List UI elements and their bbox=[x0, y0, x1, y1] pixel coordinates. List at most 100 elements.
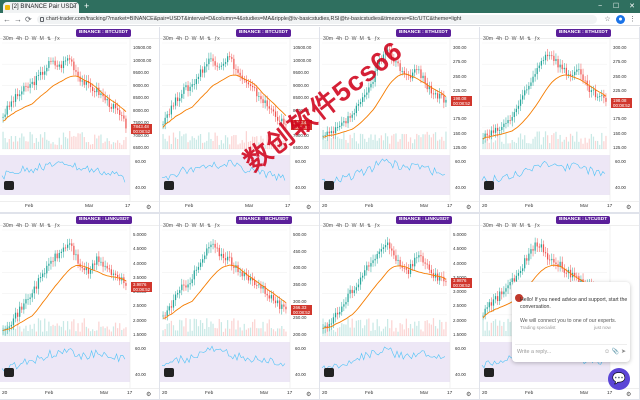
chat-input[interactable]: Write a reply... bbox=[515, 344, 627, 358]
toolbar-item[interactable]: ⇅ bbox=[206, 36, 212, 42]
toolbar-item[interactable]: 30m bbox=[483, 223, 494, 229]
toolbar-item[interactable]: 30m bbox=[3, 36, 14, 42]
chart-panel[interactable]: 30m 4h D W M ⇅ ƒx BINANCE : LINKUSDT 5.0000 4.500… bbox=[320, 214, 479, 399]
close-window-button[interactable]: ✕ bbox=[629, 3, 635, 10]
price-chart[interactable] bbox=[0, 27, 159, 212]
toolbar-item[interactable]: ƒx bbox=[54, 223, 60, 229]
chart-panel[interactable]: 30m 4h D W M ⇅ ƒx BINANCE : ETHUSDT 300.00 275.00… bbox=[480, 27, 639, 212]
browser-tab[interactable]: [2] BINANCE Pair USDT × bbox=[3, 2, 79, 13]
toolbar-item[interactable]: ⇅ bbox=[366, 36, 372, 42]
settings-icon[interactable]: ⚙ bbox=[306, 392, 312, 398]
chart-panel[interactable]: 30m 4h D W M ⇅ ƒx BINANCE : LINKUSDT 5.0000 4.500… bbox=[0, 214, 159, 399]
reload-button[interactable]: ⟳ bbox=[25, 15, 32, 24]
toolbar-item[interactable]: 4h bbox=[16, 36, 22, 42]
toolbar-item[interactable]: D bbox=[184, 223, 189, 229]
profile-avatar[interactable]: ● bbox=[616, 15, 625, 24]
toolbar-item[interactable]: D bbox=[504, 36, 509, 42]
settings-icon[interactable]: ⚙ bbox=[306, 205, 312, 211]
symbol-badge[interactable]: BINANCE : BTCUSDT bbox=[236, 29, 292, 37]
toolbar-item[interactable]: 4h bbox=[176, 223, 182, 229]
toolbar-item[interactable]: ⇅ bbox=[46, 36, 52, 42]
url-field[interactable]: chart-trader.com/tracking/?market=BINANC… bbox=[37, 15, 597, 24]
price-chart[interactable] bbox=[320, 27, 479, 212]
chart-panel[interactable]: 30m 4h D W M ⇅ ƒx BINANCE : BTCUSDT 10500.00 1000… bbox=[160, 27, 319, 212]
toolbar-item[interactable]: M bbox=[519, 36, 524, 42]
toolbar-item[interactable]: ƒx bbox=[374, 223, 380, 229]
toolbar-item[interactable]: D bbox=[344, 223, 349, 229]
toolbar-item[interactable]: 4h bbox=[16, 223, 22, 229]
toolbar-item[interactable]: ⇅ bbox=[366, 223, 372, 229]
settings-icon[interactable]: ⚙ bbox=[626, 205, 632, 211]
toolbar-item[interactable]: 30m bbox=[3, 223, 14, 229]
symbol-badge[interactable]: BINANCE : BTCUSDT bbox=[76, 29, 132, 37]
chart-panel[interactable]: 30m 4h D W M ⇅ ƒx BINANCE : BTCUSDT 10500.00 1000… bbox=[0, 27, 159, 212]
settings-icon[interactable]: ⚙ bbox=[146, 392, 152, 398]
chat-widget[interactable]: Hello! If you need advice and support, s… bbox=[512, 282, 630, 362]
chart-panel[interactable]: 30m 4h D W M ⇅ ƒx BINANCE : BCHUSDT 500.00 450.00… bbox=[160, 214, 319, 399]
price-chart[interactable] bbox=[320, 214, 479, 399]
minimize-button[interactable]: − bbox=[597, 3, 603, 10]
settings-icon[interactable]: ⚙ bbox=[146, 205, 152, 211]
toolbar-item[interactable]: 4h bbox=[496, 36, 502, 42]
back-button[interactable]: ← bbox=[3, 15, 11, 24]
toolbar-item[interactable]: ƒx bbox=[214, 36, 220, 42]
toolbar-item[interactable]: W bbox=[31, 36, 37, 42]
chat-action-icons[interactable]: ☺ 📎 ➤ bbox=[604, 349, 626, 355]
new-tab-button[interactable]: + bbox=[84, 1, 90, 11]
toolbar-item[interactable]: W bbox=[191, 223, 197, 229]
toolbar-item[interactable]: 30m bbox=[323, 36, 334, 42]
toolbar-item[interactable]: M bbox=[519, 223, 524, 229]
toolbar-item[interactable]: M bbox=[199, 36, 204, 42]
toolbar-item[interactable]: 4h bbox=[496, 223, 502, 229]
toolbar-item[interactable]: D bbox=[24, 36, 29, 42]
maximize-button[interactable]: ☐ bbox=[612, 3, 620, 10]
price-chart[interactable] bbox=[480, 27, 639, 212]
toolbar-item[interactable]: M bbox=[359, 223, 364, 229]
tab-close-icon[interactable]: × bbox=[71, 4, 76, 11]
toolbar-item[interactable]: W bbox=[191, 36, 197, 42]
symbol-badge[interactable]: BINANCE : BCHUSDT bbox=[236, 216, 292, 224]
chat-launcher-button[interactable]: 💬 bbox=[608, 368, 630, 390]
symbol-badge[interactable]: BINANCE : LTCUSDT bbox=[556, 216, 611, 224]
toolbar-item[interactable]: W bbox=[511, 223, 517, 229]
toolbar-item[interactable]: ⇅ bbox=[46, 223, 52, 229]
toolbar-item[interactable]: 30m bbox=[163, 36, 174, 42]
symbol-badge[interactable]: BINANCE : ETHUSDT bbox=[556, 29, 611, 37]
toolbar-item[interactable]: 30m bbox=[323, 223, 334, 229]
toolbar-item[interactable]: M bbox=[199, 223, 204, 229]
toolbar-item[interactable]: D bbox=[344, 36, 349, 42]
toolbar-item[interactable]: ƒx bbox=[54, 36, 60, 42]
toolbar-item[interactable]: ⇅ bbox=[526, 223, 532, 229]
toolbar-item[interactable]: ⇅ bbox=[526, 36, 532, 42]
toolbar-item[interactable]: ƒx bbox=[534, 36, 540, 42]
toolbar-item[interactable]: ƒx bbox=[374, 36, 380, 42]
toolbar-item[interactable]: D bbox=[184, 36, 189, 42]
price-chart[interactable] bbox=[160, 214, 319, 399]
star-icon[interactable]: ☆ bbox=[604, 16, 611, 23]
toolbar-item[interactable]: D bbox=[24, 223, 29, 229]
price-chart[interactable] bbox=[160, 27, 319, 212]
toolbar-item[interactable]: ƒx bbox=[534, 223, 540, 229]
symbol-badge[interactable]: BINANCE : LINKUSDT bbox=[76, 216, 133, 224]
settings-icon[interactable]: ⚙ bbox=[466, 392, 472, 398]
toolbar-item[interactable]: W bbox=[351, 36, 357, 42]
toolbar-item[interactable]: 4h bbox=[336, 36, 342, 42]
settings-icon[interactable]: ⚙ bbox=[626, 392, 632, 398]
toolbar-item[interactable]: 30m bbox=[483, 36, 494, 42]
toolbar-item[interactable]: D bbox=[504, 223, 509, 229]
toolbar-item[interactable]: M bbox=[359, 36, 364, 42]
toolbar-item[interactable]: ƒx bbox=[214, 223, 220, 229]
toolbar-item[interactable]: 30m bbox=[163, 223, 174, 229]
toolbar-item[interactable]: W bbox=[31, 223, 37, 229]
menu-icon[interactable]: ⋮ bbox=[629, 16, 636, 23]
toolbar-item[interactable]: 4h bbox=[336, 223, 342, 229]
symbol-badge[interactable]: BINANCE : ETHUSDT bbox=[396, 29, 451, 37]
forward-button[interactable]: → bbox=[14, 15, 22, 24]
chart-panel[interactable]: 30m 4h D W M ⇅ ƒx BINANCE : ETHUSDT 300.00 275.00… bbox=[320, 27, 479, 212]
settings-icon[interactable]: ⚙ bbox=[466, 205, 472, 211]
toolbar-item[interactable]: M bbox=[39, 223, 44, 229]
toolbar-item[interactable]: ⇅ bbox=[206, 223, 212, 229]
symbol-badge[interactable]: BINANCE : LINKUSDT bbox=[396, 216, 453, 224]
toolbar-item[interactable]: M bbox=[39, 36, 44, 42]
toolbar-item[interactable]: 4h bbox=[176, 36, 182, 42]
